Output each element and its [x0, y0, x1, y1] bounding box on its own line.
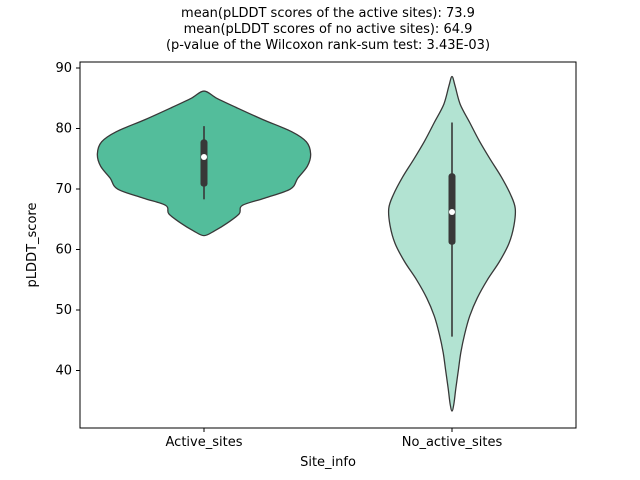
x-axis-label: Site_info	[300, 455, 356, 470]
violin-active_sites	[96, 90, 312, 237]
y-tick-label: 50	[55, 303, 72, 318]
x-tick-label: Active_sites	[166, 435, 243, 450]
chart-title: mean(pLDDT scores of the active sites): …	[28, 6, 628, 54]
y-tick-label: 80	[55, 122, 72, 137]
violin-no_active_sites	[387, 75, 517, 412]
median-dot-active_sites	[201, 153, 207, 160]
y-axis-label: pLDDT_score	[25, 203, 40, 288]
y-tick-label: 90	[55, 61, 72, 76]
title-line-2: mean(pLDDT scores of no active sites): 6…	[183, 22, 473, 37]
title-line-1: mean(pLDDT scores of the active sites): …	[181, 6, 475, 21]
y-tick-label: 40	[55, 364, 72, 379]
box-active_sites	[200, 139, 208, 187]
axes-spines	[79, 61, 577, 429]
title-line-3: (p-value of the Wilcoxon rank-sum test: …	[165, 38, 491, 53]
y-axis	[76, 67, 80, 372]
y-tick-label: 60	[55, 243, 72, 258]
box-no_active_sites	[448, 173, 456, 245]
x-tick-label: No_active_sites	[402, 435, 503, 450]
median-dot-no_active_sites	[449, 209, 455, 216]
y-tick-label: 70	[55, 182, 72, 197]
x-axis	[203, 428, 453, 432]
